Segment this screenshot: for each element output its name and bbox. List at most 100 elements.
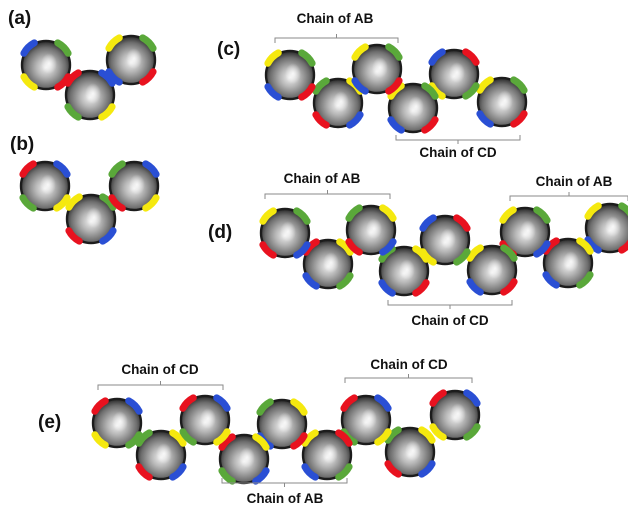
binding-patch <box>429 389 447 407</box>
patchy-particle <box>179 394 231 446</box>
binding-patch <box>542 271 560 289</box>
patchy-particle <box>259 207 311 259</box>
binding-patch <box>345 238 363 256</box>
binding-patch <box>65 193 83 211</box>
binding-patch <box>340 394 358 412</box>
binding-patch <box>252 433 270 451</box>
binding-patch <box>105 34 123 52</box>
binding-patch <box>213 428 231 446</box>
binding-patch <box>335 429 353 447</box>
binding-patch <box>252 467 270 485</box>
binding-patch <box>576 237 594 255</box>
binding-patch <box>298 83 316 101</box>
binding-patch <box>298 49 316 67</box>
binding-patch <box>510 76 528 94</box>
binding-patch <box>64 103 82 121</box>
patchy-particle <box>466 244 518 296</box>
chain-bracket <box>509 192 628 201</box>
patchy-particle <box>378 245 430 297</box>
binding-patch <box>125 431 143 449</box>
binding-patch <box>256 398 274 416</box>
chain-label: Chain of CD <box>121 362 198 377</box>
binding-patch <box>463 423 481 441</box>
binding-patch <box>139 34 157 52</box>
binding-patch <box>462 48 480 66</box>
binding-patch <box>53 160 71 178</box>
binding-patch <box>19 160 37 178</box>
patchy-particle <box>428 48 480 100</box>
binding-patch <box>312 77 330 95</box>
binding-patch <box>500 278 518 296</box>
patchy-particle <box>345 204 397 256</box>
binding-patch <box>533 240 551 258</box>
patchy-particle <box>340 394 392 446</box>
binding-patch <box>290 398 308 416</box>
binding-patch <box>293 207 311 225</box>
binding-patch <box>264 49 282 67</box>
patchy-particle <box>301 429 353 481</box>
binding-patch <box>385 77 403 95</box>
binding-patch <box>379 238 397 256</box>
binding-patch <box>98 69 116 87</box>
binding-patch <box>169 463 187 481</box>
binding-patch <box>105 68 123 86</box>
binding-patch <box>65 227 83 245</box>
binding-patch <box>54 39 72 57</box>
binding-patch <box>466 244 484 262</box>
binding-patch <box>419 214 437 232</box>
binding-patch <box>135 429 153 447</box>
binding-patch <box>351 77 369 95</box>
chain-label: Chain of AB <box>297 11 374 26</box>
chain-label: Chain of CD <box>370 357 447 372</box>
panel-c-label: (c) <box>217 39 240 60</box>
binding-patch <box>91 397 109 415</box>
binding-patch <box>418 426 436 444</box>
binding-patch <box>584 236 602 254</box>
patchy-particle <box>91 397 143 449</box>
binding-patch <box>179 428 197 446</box>
binding-patch <box>218 467 236 485</box>
binding-patch <box>374 428 392 446</box>
binding-patch <box>384 460 402 478</box>
binding-patch <box>336 238 354 256</box>
binding-patch <box>379 204 397 222</box>
binding-patch <box>533 206 551 224</box>
binding-patch <box>453 248 471 266</box>
patchy-particle <box>65 193 117 245</box>
binding-patch <box>302 272 320 290</box>
patchy-particle <box>476 76 528 128</box>
binding-patch <box>374 394 392 412</box>
patchy-particle <box>429 389 481 441</box>
chain-bracket <box>387 300 513 309</box>
chain-bracket <box>97 381 224 390</box>
panel-e: (e) Chain of CD Chain of CD Chain of AB <box>38 357 481 506</box>
panel-b-label: (b) <box>10 134 34 155</box>
binding-patch <box>466 278 484 296</box>
binding-patch <box>142 194 160 212</box>
patchy-particle <box>584 202 628 254</box>
binding-patch <box>476 76 494 94</box>
chain-bracket <box>344 374 473 383</box>
binding-patch <box>421 82 439 100</box>
binding-patch <box>264 83 282 101</box>
patchy-particle <box>108 160 160 212</box>
chain-label: Chain of AB <box>247 491 324 506</box>
binding-patch <box>385 43 403 61</box>
binding-patch <box>293 241 311 259</box>
binding-patch <box>412 279 430 297</box>
patchy-particle <box>19 160 71 212</box>
binding-patch <box>510 110 528 128</box>
binding-patch <box>576 271 594 289</box>
binding-patch <box>429 423 447 441</box>
binding-patch <box>418 460 436 478</box>
binding-patch <box>384 426 402 444</box>
patchy-particle <box>64 69 116 121</box>
binding-patch <box>259 241 277 259</box>
binding-patch <box>99 193 117 211</box>
binding-patch <box>584 202 602 220</box>
patchy-particle <box>302 238 354 290</box>
binding-patch <box>412 245 430 263</box>
chain-label: Chain of AB <box>536 174 613 189</box>
binding-patch <box>336 272 354 290</box>
patchy-particle <box>218 433 270 485</box>
